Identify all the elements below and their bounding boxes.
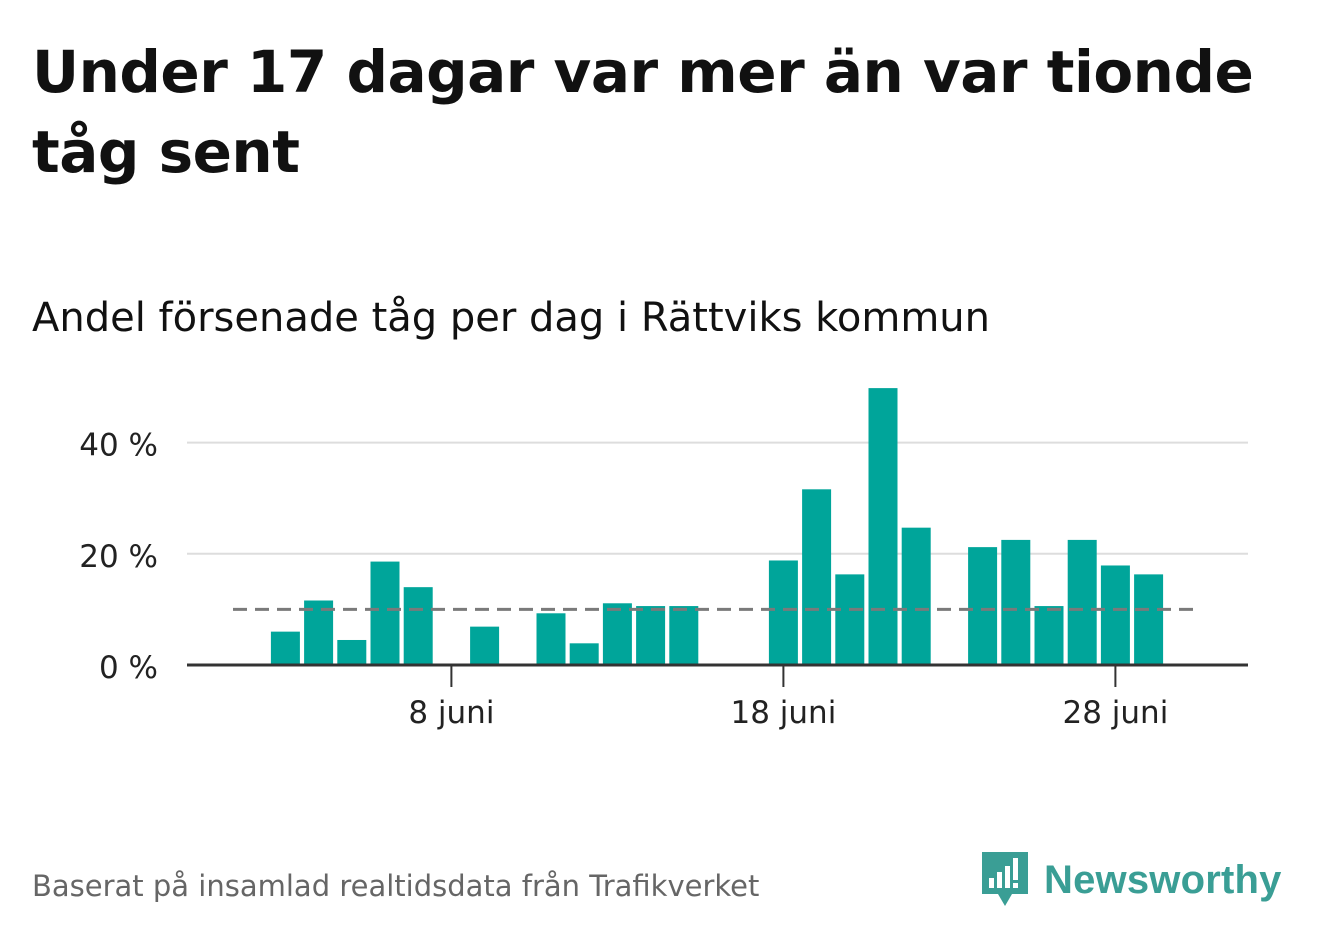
- bar: [403, 587, 433, 665]
- bar: [602, 603, 632, 665]
- y-tick-label: 20 %: [79, 539, 158, 575]
- chart-subtitle: Andel försenade tåg per dag i Rättviks k…: [32, 295, 991, 341]
- logo-text: Newsworthy: [1044, 857, 1282, 902]
- y-tick-label: 40 %: [79, 428, 158, 464]
- bar: [1067, 539, 1097, 665]
- bar: [270, 631, 300, 665]
- bar: [1134, 574, 1164, 665]
- source-note: Baserat på insamlad realtidsdata från Tr…: [32, 869, 760, 903]
- bar: [802, 489, 832, 665]
- x-tick-label: 18 juni: [730, 695, 836, 731]
- bar: [536, 613, 566, 665]
- newsworthy-logo: Newsworthy: [980, 850, 1282, 910]
- bar: [901, 527, 931, 665]
- y-tick-label: 0 %: [99, 650, 158, 686]
- x-tick-label: 28 juni: [1062, 695, 1168, 731]
- bar: [337, 639, 367, 665]
- bar: [1100, 565, 1130, 665]
- bar: [669, 606, 699, 665]
- bar: [968, 547, 998, 665]
- newsworthy-logo-icon: [982, 852, 1028, 906]
- chart-title: Under 17 dagar var mer än var tionde tåg…: [32, 38, 1254, 186]
- bar: [868, 388, 898, 665]
- bar: [1001, 539, 1031, 665]
- bar: [569, 643, 599, 665]
- bar: [636, 606, 666, 665]
- bar: [768, 560, 798, 665]
- bar: [1034, 606, 1064, 665]
- bar: [470, 626, 500, 665]
- bar: [370, 561, 400, 665]
- bar: [835, 574, 865, 665]
- bar: [304, 600, 334, 665]
- x-tick-label: 8 juni: [408, 695, 494, 731]
